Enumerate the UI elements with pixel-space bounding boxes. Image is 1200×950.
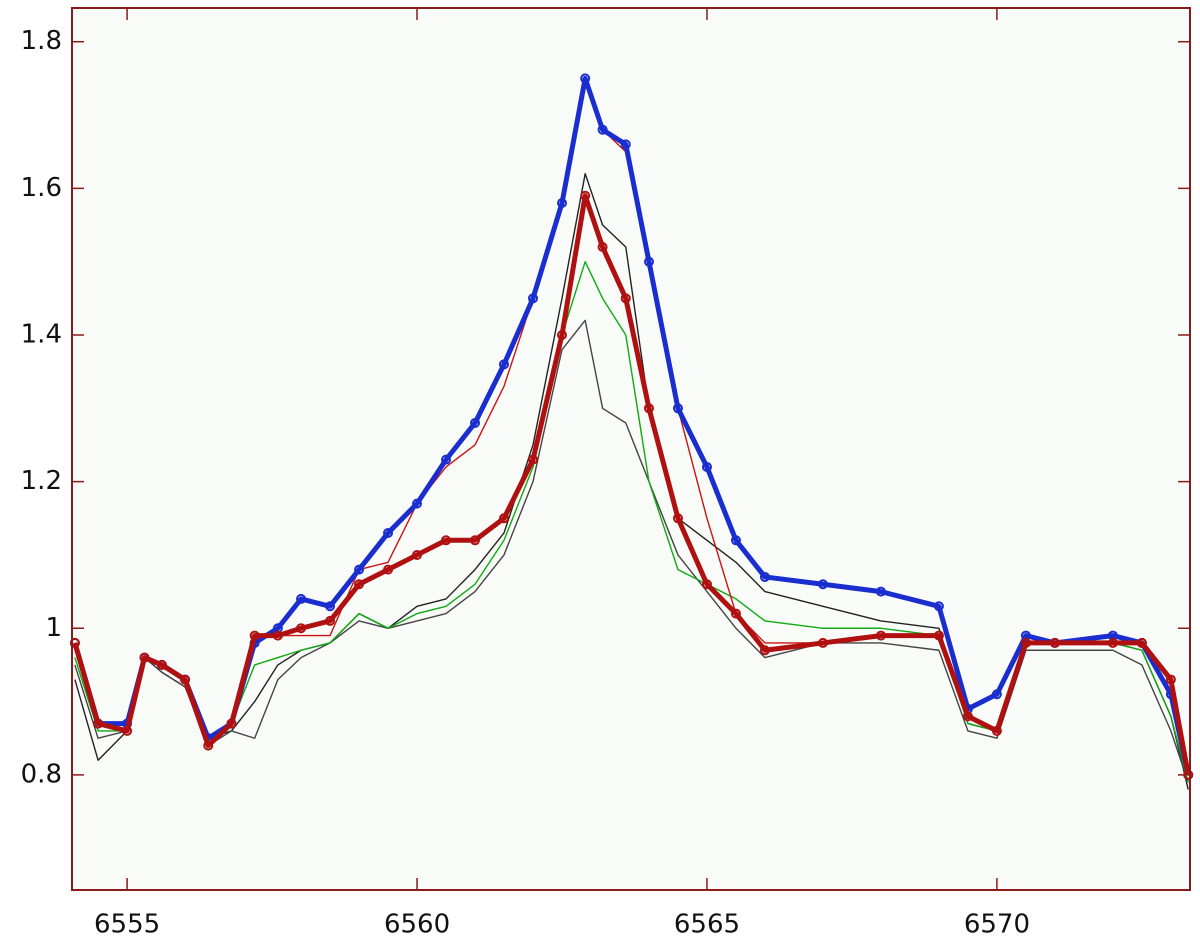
series-marker xyxy=(620,293,631,304)
series-marker xyxy=(272,630,283,641)
x-tick-label: 6570 xyxy=(964,910,1030,940)
series-marker xyxy=(817,637,828,648)
series-marker xyxy=(991,725,1002,736)
y-tick-label: 1 xyxy=(45,613,62,643)
series-line xyxy=(72,193,1191,776)
x-tick-label: 6555 xyxy=(94,910,160,940)
series-marker xyxy=(672,513,683,524)
series-marker xyxy=(156,659,167,670)
x-tick-label: 6565 xyxy=(674,910,740,940)
series-marker xyxy=(643,256,654,267)
series-marker xyxy=(933,630,944,641)
series-marker xyxy=(730,608,741,619)
series-marker xyxy=(383,564,394,575)
series-marker xyxy=(597,242,608,253)
series-marker xyxy=(499,359,510,370)
series-marker xyxy=(296,593,307,604)
series-marker xyxy=(1136,637,1147,648)
series-marker xyxy=(354,579,365,590)
series-marker xyxy=(325,601,336,612)
y-tick-label: 0.8 xyxy=(21,759,62,789)
series-line xyxy=(72,75,1191,776)
series-marker xyxy=(730,535,741,546)
series-marker xyxy=(528,454,539,465)
series-marker xyxy=(672,403,683,414)
y-tick-label: 1.8 xyxy=(21,26,62,56)
y-tick-label: 1.4 xyxy=(21,319,62,349)
series-marker xyxy=(620,139,631,150)
series-marker xyxy=(759,571,770,582)
series-marker xyxy=(226,718,237,729)
series-marker xyxy=(249,630,260,641)
series-marker xyxy=(412,498,423,509)
series-marker xyxy=(875,630,886,641)
series-marker xyxy=(1107,637,1118,648)
series-marker xyxy=(325,615,336,626)
plot-area xyxy=(72,8,1190,890)
series-marker xyxy=(139,652,150,663)
series-marker xyxy=(93,718,104,729)
series-marker xyxy=(1183,769,1194,780)
series-marker xyxy=(701,579,712,590)
series-marker xyxy=(470,417,481,428)
series-marker xyxy=(528,293,539,304)
series-marker xyxy=(1020,637,1031,648)
series-marker xyxy=(817,579,828,590)
series-marker xyxy=(597,124,608,135)
series-marker xyxy=(701,461,712,472)
series-marker xyxy=(759,645,770,656)
series-marker xyxy=(354,564,365,575)
x-tick-label: 6560 xyxy=(384,910,450,940)
series-marker xyxy=(875,586,886,597)
series-marker xyxy=(1165,674,1176,685)
series-marker xyxy=(441,535,452,546)
series-marker xyxy=(122,725,133,736)
series-marker xyxy=(580,73,591,84)
series-marker xyxy=(441,454,452,465)
y-tick-label: 1.6 xyxy=(21,173,62,203)
series-marker xyxy=(296,623,307,634)
series-marker xyxy=(470,535,481,546)
series-marker xyxy=(933,601,944,612)
series-marker xyxy=(1049,637,1060,648)
series-marker xyxy=(643,403,654,414)
series-marker xyxy=(580,190,591,201)
series-marker xyxy=(412,549,423,560)
series-marker xyxy=(556,329,567,340)
series-marker xyxy=(203,740,214,751)
series-marker xyxy=(556,198,567,209)
series-marker xyxy=(991,689,1002,700)
plot-frame xyxy=(71,7,1191,891)
series-marker xyxy=(962,711,973,722)
series-marker xyxy=(180,674,191,685)
series-marker xyxy=(69,637,80,648)
series-marker xyxy=(499,513,510,524)
y-tick-label: 1.2 xyxy=(21,466,62,496)
series-marker xyxy=(383,527,394,538)
